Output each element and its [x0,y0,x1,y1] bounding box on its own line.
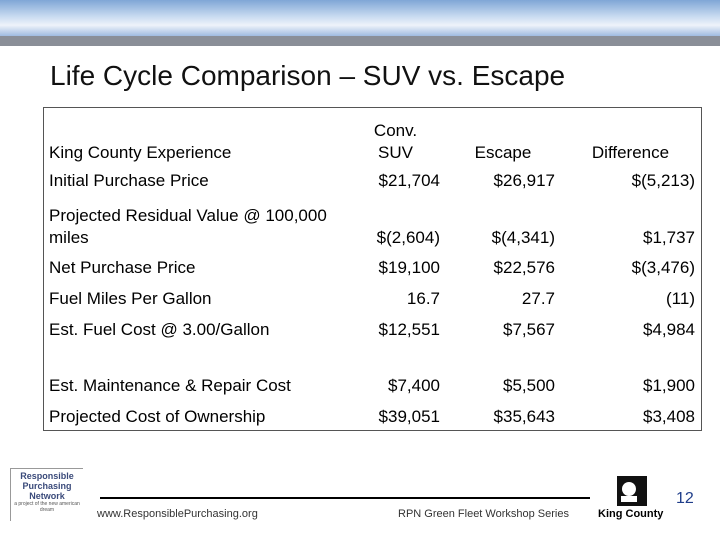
cell: $3,408 [643,407,695,426]
cell: $7,567 [503,319,555,339]
series: RPN Green Fleet Workshop Series [398,508,569,520]
org: King County [598,508,664,520]
logo-tagline: a project of the new american dream [14,501,80,513]
cell: $1,900 [643,375,695,395]
cell: Projected Cost of Ownership [49,407,266,426]
cell: $7,400 [388,375,440,395]
cell: King County Experience [49,142,232,162]
cell: Net Purchase Price [49,257,196,277]
cell: $(3,476) [631,257,695,277]
header-row: King County Experience Conv. SUV Escape Dif… [44,108,702,166]
cell: $(5,213) [631,170,695,190]
cell: Conv. SUV [373,120,418,162]
cell: Escape [474,142,532,162]
cell: $(2,604) [376,227,440,247]
cell: Est. Fuel Cost @ 3.00/Gallon [49,319,270,339]
cell: Difference [591,142,670,162]
cell: Est. Maintenance & Repair Cost [49,375,291,395]
cell: $21,704 [378,170,440,190]
url: www.ResponsiblePurchasing.org [97,508,258,520]
cell: $35,643 [493,407,555,426]
cell: $1,737 [643,227,695,247]
cell: Fuel Miles Per Gallon [49,288,212,308]
table-row: Projected Cost of Ownership $39,051 $35,64… [44,399,702,431]
cell: 27.7 [521,288,555,308]
cell: $26,917 [493,170,555,190]
table-row: Fuel Miles Per Gallon 16.7 27.7 (11) [44,281,702,312]
cell: $5,500 [503,375,555,395]
banner [0,0,720,36]
cell: (11) [666,288,695,308]
comparison-table: King County Experience Conv. SUV Escape Dif… [43,107,702,431]
table-row: Est. Fuel Cost @ 3.00/Gallon $12,551 $7,56… [44,312,702,343]
cell: $12,551 [378,319,440,339]
cell: Initial Purchase Price [49,170,209,190]
king-county-icon [617,476,647,506]
table-row: Est. Maintenance & Repair Cost $7,400 $5,5… [44,343,702,399]
cell: $22,576 [493,257,555,277]
title: Life Cycle Comparison – SUV vs. Escape [50,60,566,91]
cell: $(4,341) [491,227,555,247]
cell: $19,100 [378,257,440,277]
logo-name: Responsible Purchasing Network [20,471,74,501]
cell: $39,051 [378,407,440,426]
table-row: Initial Purchase Price $21,704 $26,917 $(5,… [44,166,702,194]
cell: $4,984 [643,319,695,339]
table-row: Projected Residual Value @ 100,000 miles… [44,194,702,251]
footer-rule [100,497,590,499]
cell: Projected Residual Value @ 100,000 miles [49,205,327,247]
cell: 16.7 [406,288,440,308]
page-number: 12 [676,490,694,507]
banner-band [0,36,720,46]
table-row: Net Purchase Price $19,100 $22,576 $(3,476) [44,251,702,281]
logo-box: Responsible Purchasing Network a project… [10,468,83,521]
